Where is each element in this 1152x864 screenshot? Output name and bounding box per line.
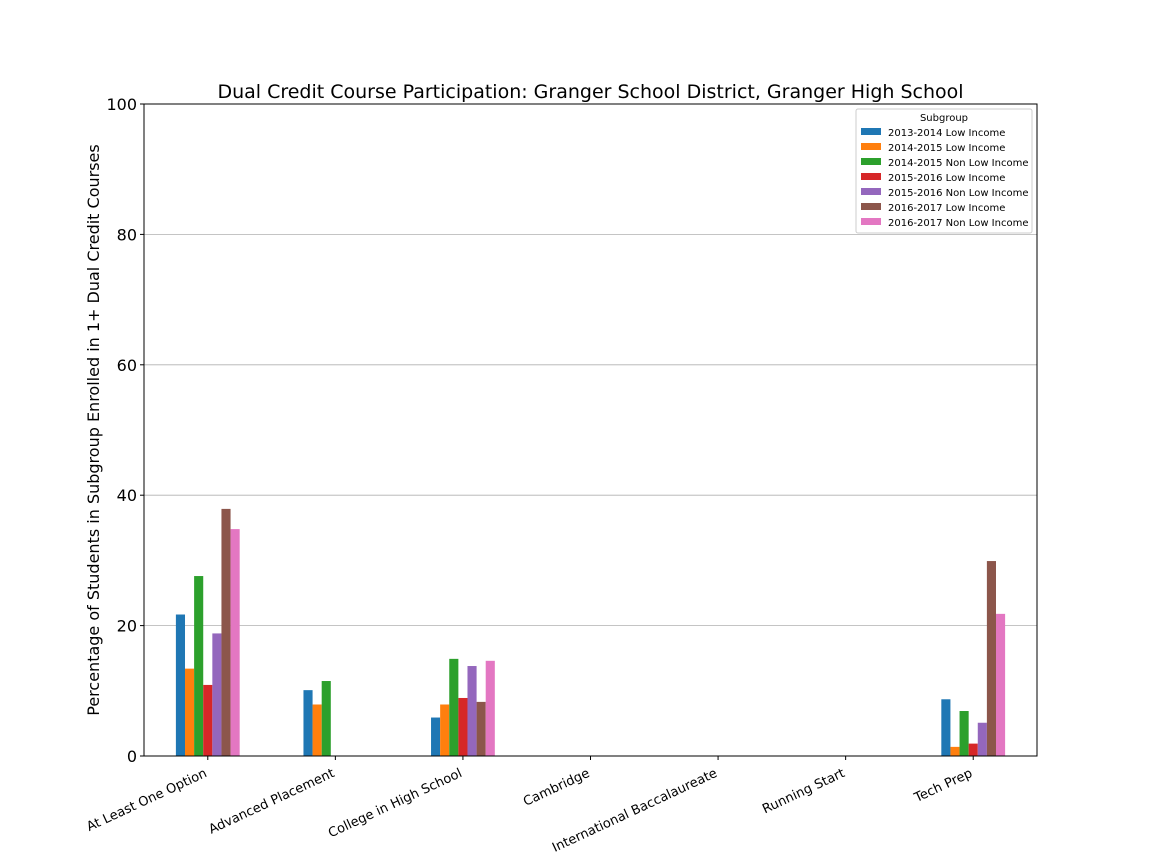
legend-swatch — [861, 188, 881, 195]
bar — [977, 722, 987, 756]
legend-entry: 2015-2016 Low Income — [888, 173, 1005, 184]
legend-box — [855, 108, 1033, 234]
y-tick-label: 100 — [106, 95, 137, 114]
bar — [995, 613, 1006, 756]
y-tick-label: 80 — [117, 225, 137, 244]
bar — [941, 699, 951, 756]
bar — [476, 701, 486, 756]
bar — [440, 704, 450, 756]
chart-title: Dual Credit Course Participation: Grange… — [217, 81, 963, 103]
legend-entry: 2015-2016 Non Low Income — [888, 188, 1028, 199]
y-axis: 0 20 40 60 80 100 — [106, 95, 144, 766]
bar — [230, 529, 240, 756]
legend-entry: 2016-2017 Low Income — [888, 203, 1005, 214]
legend-swatch — [861, 218, 881, 225]
y-tick-label: 40 — [117, 486, 137, 505]
legend-entry: 2016-2017 Non Low Income — [888, 218, 1028, 229]
legend-swatch — [861, 158, 881, 165]
bar — [458, 697, 468, 756]
gridlines — [144, 233, 1037, 626]
bar — [431, 717, 441, 756]
legend-swatch — [861, 143, 881, 150]
bar — [950, 746, 960, 756]
y-axis-label: Percentage of Students in Subgroup Enrol… — [84, 144, 103, 715]
bar — [959, 711, 969, 756]
bar — [303, 690, 313, 756]
x-tick-label: College in High School — [326, 766, 464, 841]
bar — [467, 666, 477, 756]
legend-entry: 2013-2014 Low Income — [888, 128, 1005, 139]
x-tick-label: At Least One Option — [85, 766, 210, 835]
bar — [194, 576, 204, 756]
bar — [986, 561, 996, 756]
y-tick-label: 0 — [127, 747, 137, 766]
bar — [203, 684, 213, 756]
x-tick-label: Tech Prep — [911, 766, 975, 806]
bar — [321, 681, 331, 756]
bar — [212, 633, 222, 756]
y-tick-label: 20 — [117, 617, 137, 636]
y-tick-label: 60 — [117, 356, 137, 375]
legend-swatch — [861, 203, 881, 210]
legend: Subgroup 2013-2014 Low Income 2014-2015 L… — [855, 108, 1033, 234]
legend-entry: 2014-2015 Low Income — [888, 143, 1005, 154]
bar — [312, 704, 322, 756]
x-tick-label: Cambridge — [521, 766, 592, 810]
legend-title: Subgroup — [920, 113, 968, 124]
bar — [449, 658, 459, 756]
bar — [221, 508, 231, 756]
x-tick-label: Advanced Placement — [207, 766, 337, 837]
bar — [185, 668, 195, 756]
legend-swatch — [861, 128, 881, 135]
bar — [175, 614, 186, 756]
x-tick-label: Running Start — [760, 766, 847, 817]
bar — [485, 660, 495, 756]
bars — [175, 508, 1006, 756]
bar — [968, 743, 978, 756]
legend-swatch — [861, 173, 881, 180]
legend-entry: 2014-2015 Non Low Income — [888, 158, 1028, 169]
